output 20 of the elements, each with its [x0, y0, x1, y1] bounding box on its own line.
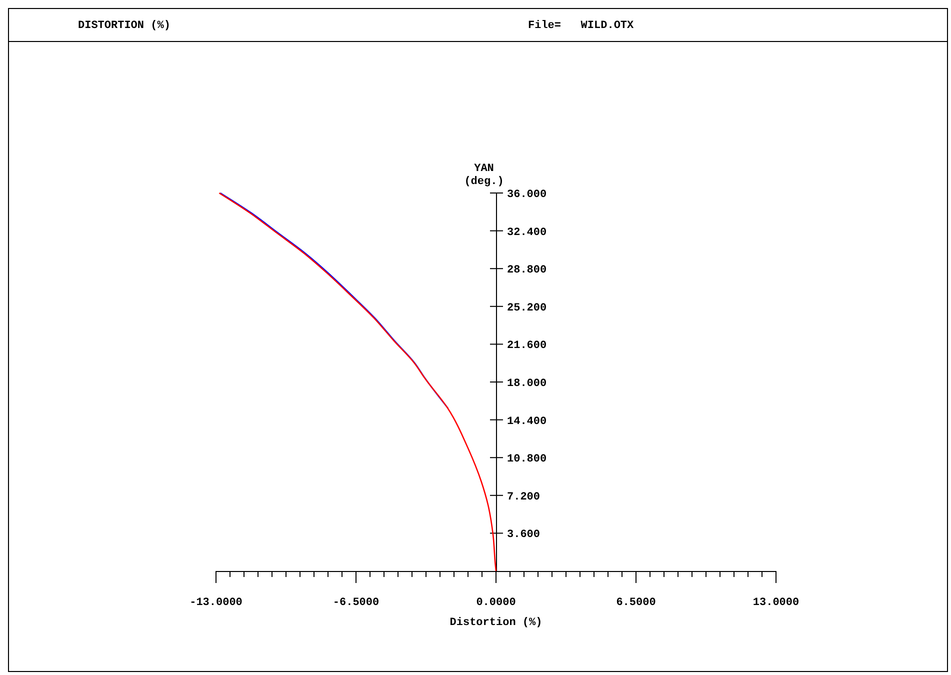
text: DISTORTION (%)	[78, 20, 170, 32]
y-tick-label: 36.000	[507, 189, 547, 201]
y-tick-label: 18.000	[507, 378, 547, 390]
y-tick-label: 14.400	[507, 416, 547, 428]
y-tick-label: 3.600	[507, 529, 540, 542]
x-axis-title: Distortion (%)	[450, 617, 542, 629]
x-tick-label: 13.0000	[752, 597, 800, 609]
y-tick-label: 28.800	[507, 264, 547, 277]
x-tick-label: -6.5000	[332, 597, 380, 609]
y-tick-label: 21.600	[507, 340, 547, 352]
x-tick-label: 6.5000	[616, 597, 656, 609]
y-tick-label: 25.200	[507, 302, 547, 314]
line-series	[220, 192, 449, 409]
chart-subtitle: File= WILD.OTX	[528, 20, 634, 32]
y-tick-label: 10.800	[507, 454, 547, 466]
x-tick-label: 0.0000	[476, 597, 516, 609]
y-axis-title: YAN (deg.)	[464, 163, 504, 188]
y-tick-label: 7.200	[507, 491, 540, 504]
x-tick-label: -13.0000	[190, 597, 242, 609]
y-tick-label: 32.400	[507, 226, 547, 239]
